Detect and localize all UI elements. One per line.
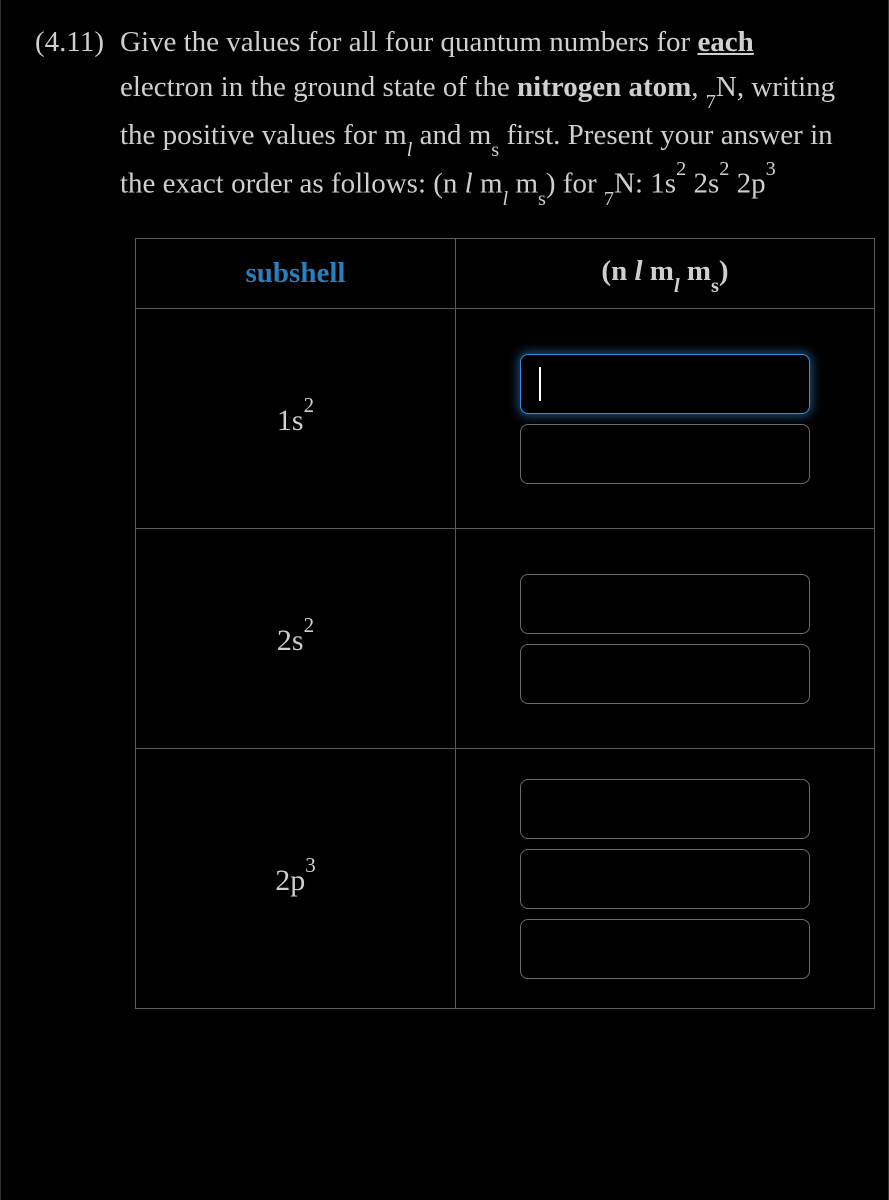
inputs-cell-1s2: [456, 309, 875, 529]
page-root: (4.11) Give the values for all four quan…: [0, 0, 889, 1200]
subshell-cell-1s2: 1s2: [136, 309, 456, 529]
answer-table-wrap: subshell (n l ml ms) 1s2 2s2: [135, 238, 854, 1009]
inputs-cell-2p3: [456, 749, 875, 1009]
quantum-input-2p3-3[interactable]: [520, 919, 810, 979]
quantum-input-1s2-2[interactable]: [520, 424, 810, 484]
answer-table: subshell (n l ml ms) 1s2 2s2: [135, 238, 875, 1009]
quantum-input-2s2-1[interactable]: [520, 574, 810, 634]
table-row: 1s2: [136, 309, 875, 529]
quantum-input-1s2-1[interactable]: [520, 354, 810, 414]
problem-text: Give the values for all four quantum num…: [120, 20, 854, 210]
quantum-input-2p3-2[interactable]: [520, 849, 810, 909]
table-row: 2s2: [136, 529, 875, 749]
problem-statement: (4.11) Give the values for all four quan…: [35, 20, 854, 210]
header-subshell: subshell: [136, 239, 456, 309]
table-body: 1s2 2s2 2p3: [136, 309, 875, 1009]
subshell-cell-2p3: 2p3: [136, 749, 456, 1009]
header-quantum-numbers: (n l ml ms): [456, 239, 875, 309]
table-row: 2p3: [136, 749, 875, 1009]
table-header-row: subshell (n l ml ms): [136, 239, 875, 309]
subshell-cell-2s2: 2s2: [136, 529, 456, 749]
text-cursor-icon: [539, 367, 541, 401]
problem-number: (4.11): [35, 20, 104, 210]
quantum-input-2s2-2[interactable]: [520, 644, 810, 704]
inputs-cell-2s2: [456, 529, 875, 749]
quantum-input-2p3-1[interactable]: [520, 779, 810, 839]
